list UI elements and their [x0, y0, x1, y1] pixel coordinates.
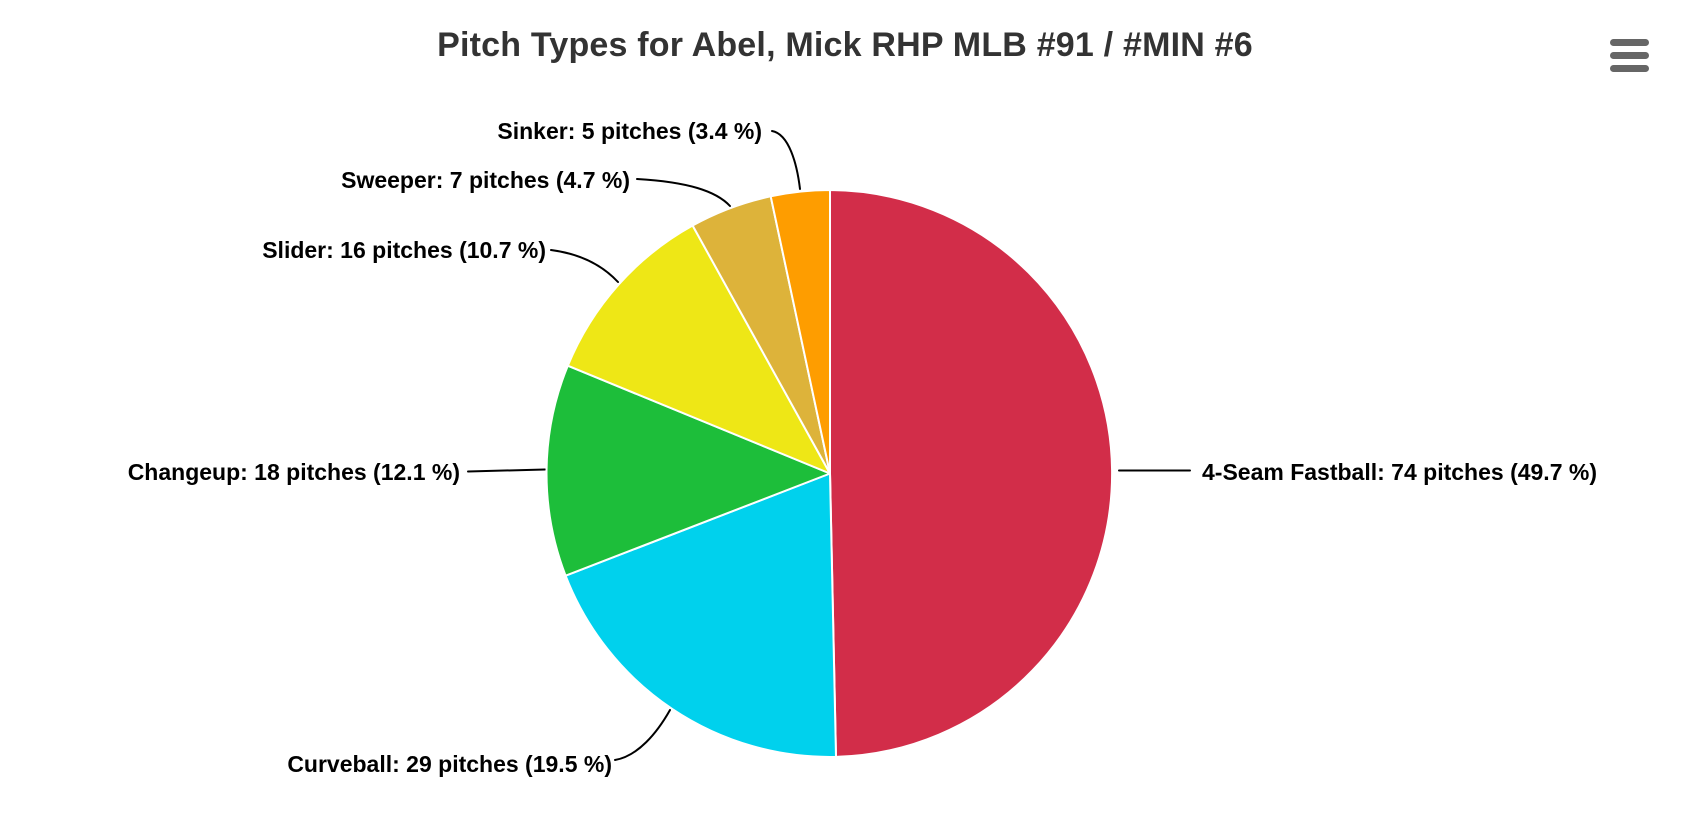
pie-slice-slider[interactable]	[566, 224, 831, 475]
hamburger-icon	[1610, 52, 1649, 59]
label-connector-curveball	[614, 709, 671, 761]
pie-slice-changeup[interactable]	[545, 364, 831, 577]
pie-slice-curveball[interactable]	[564, 472, 837, 758]
slice-label-slider: Slider: 16 pitches (10.7 %)	[262, 237, 546, 263]
chart-title: Pitch Types for Abel, Mick RHP MLB #91 /…	[437, 26, 1253, 64]
slice-label-changeup: Changeup: 18 pitches (12.1 %)	[127, 459, 460, 485]
label-connector-sweeper	[636, 178, 731, 207]
pie-slice-sinker[interactable]	[769, 189, 831, 475]
pie-slice-4-seam-fastball[interactable]	[829, 189, 1114, 758]
chart-context-menu-button[interactable]	[1610, 39, 1649, 72]
slice-label-curveball: Curveball: 29 pitches (19.5 %)	[287, 751, 612, 777]
slice-label-sinker: Sinker: 5 pitches (3.4 %)	[497, 118, 762, 144]
label-connector-slider	[550, 249, 619, 283]
slice-label-sweeper: Sweeper: 7 pitches (4.7 %)	[341, 167, 630, 193]
label-connector-changeup	[467, 468, 546, 473]
hamburger-icon	[1610, 65, 1649, 72]
label-connector-sinker	[771, 130, 801, 190]
slice-label-4-seam-fastball: 4-Seam Fastball: 74 pitches (49.7 %)	[1202, 459, 1597, 485]
hamburger-icon	[1610, 39, 1649, 46]
